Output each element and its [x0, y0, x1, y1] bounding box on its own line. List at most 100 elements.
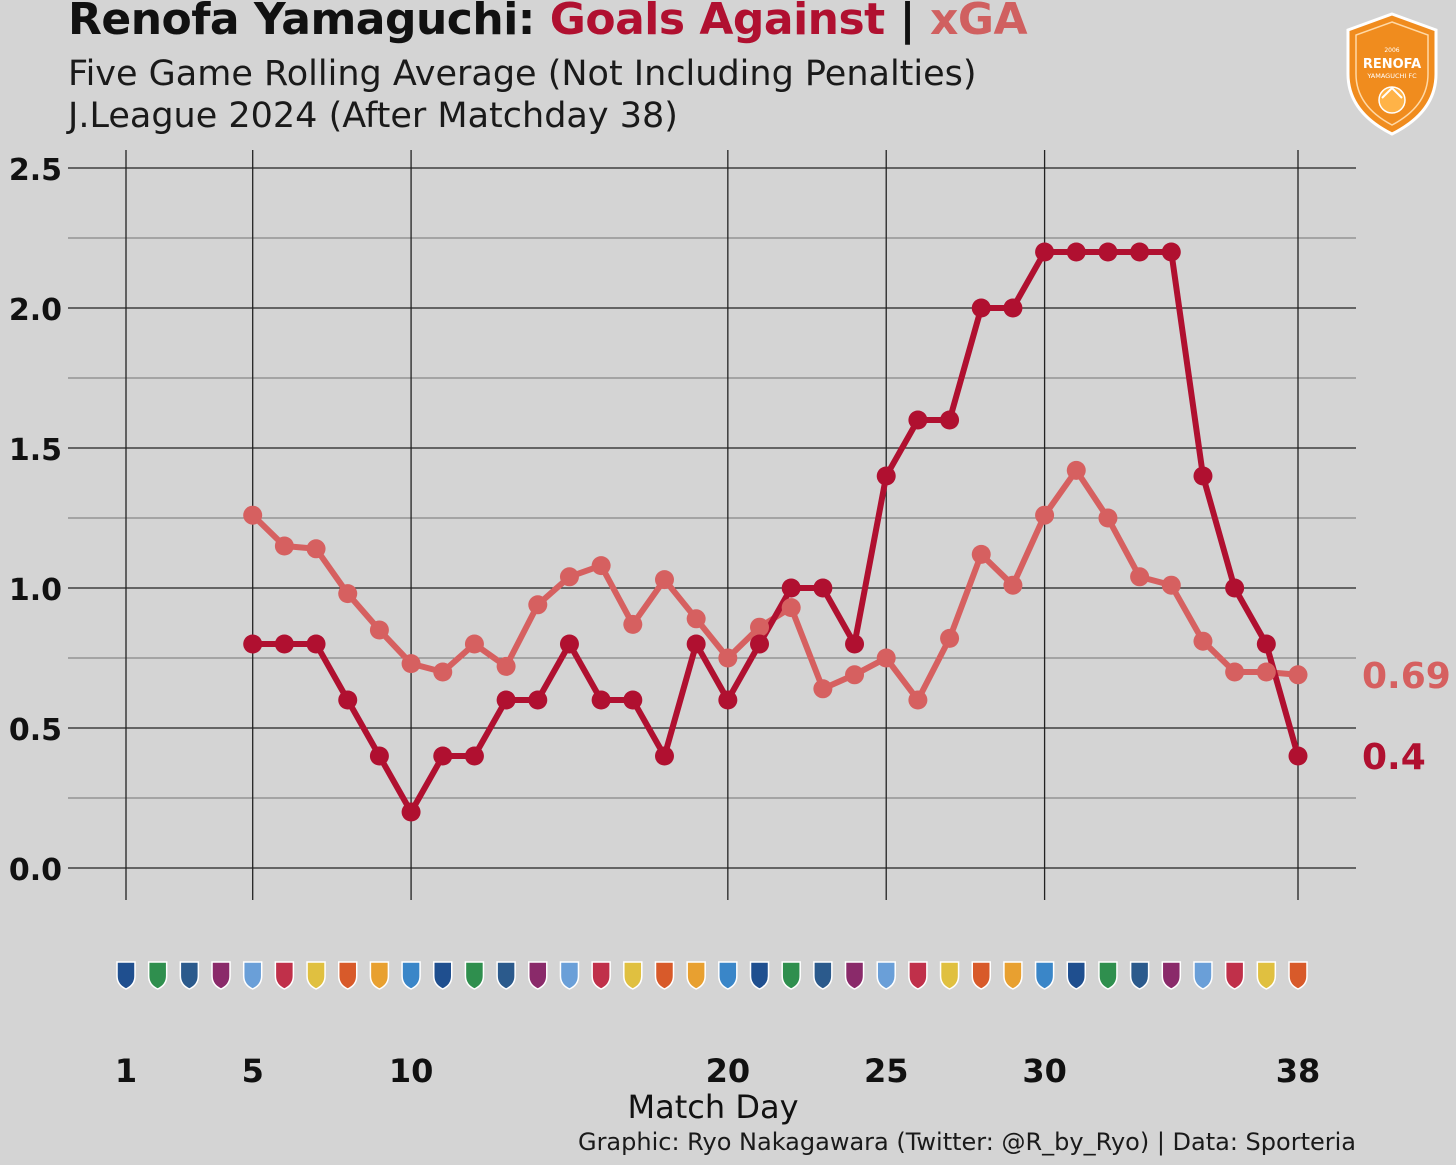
- end-label-goals-against: 0.4: [1362, 737, 1426, 778]
- badge-year: 2006: [1384, 47, 1399, 54]
- opponent-logo-icon: [306, 961, 326, 990]
- opponent-logo-icon: [781, 961, 801, 990]
- end-labels: 0.69 0.4: [1362, 656, 1451, 778]
- data-point-xga: [464, 634, 484, 654]
- y-tick-label: 0.5: [9, 713, 62, 748]
- data-point-goals-against: [1003, 298, 1023, 318]
- opponent-logo-icon: [147, 961, 168, 990]
- data-point-xga: [876, 648, 896, 668]
- data-point-xga: [1225, 662, 1245, 682]
- x-axis-label: Match Day: [627, 1088, 799, 1126]
- opponent-logo-icon: [813, 961, 833, 990]
- opponent-logo-icon: [654, 961, 675, 990]
- data-point-goals-against: [845, 634, 865, 654]
- data-point-goals-against: [401, 802, 421, 822]
- opponent-logo-icon: [749, 961, 770, 990]
- y-tick-label: 0.0: [9, 853, 62, 888]
- title-team: Renofa Yamaguchi:: [68, 0, 535, 45]
- opponent-logo-icon: [1193, 961, 1213, 990]
- series-lines: [250, 249, 1301, 815]
- opponent-logo-icon: [1034, 961, 1055, 990]
- data-point-xga: [813, 679, 833, 699]
- data-point-goals-against: [1288, 746, 1308, 766]
- data-point-goals-against: [369, 746, 389, 766]
- data-point-goals-against: [591, 690, 611, 710]
- data-point-goals-against: [908, 410, 928, 430]
- opponent-logo-icon: [179, 961, 200, 990]
- data-point-xga: [845, 665, 865, 685]
- title-separator: |: [899, 0, 916, 45]
- data-point-xga: [528, 595, 548, 615]
- data-point-xga: [971, 544, 991, 564]
- opponent-logo-icon: [844, 961, 865, 990]
- opponent-logo-icon: [116, 961, 136, 990]
- data-point-goals-against: [1130, 242, 1150, 262]
- opponent-logo-icon: [1003, 961, 1023, 990]
- x-tick-label: 30: [1022, 1052, 1067, 1090]
- opponent-logo-icon: [1256, 961, 1277, 990]
- opponent-logo-icon: [274, 961, 295, 990]
- data-point-goals-against: [971, 298, 991, 318]
- data-point-xga: [781, 598, 801, 618]
- x-tick-label: 20: [706, 1052, 751, 1090]
- opponent-logo-icon: [1161, 961, 1182, 990]
- chart-season: J.League 2024 (After Matchday 38): [68, 96, 678, 136]
- data-point-goals-against: [1098, 242, 1118, 262]
- opponent-logo-icon: [1098, 961, 1118, 990]
- data-point-xga: [908, 690, 928, 710]
- club-badge-logo: 2006 RENOFA YAMAGUCHI FC: [1346, 12, 1438, 136]
- opponent-logo-icon: [559, 961, 580, 990]
- badge-subtext: YAMAGUCHI FC: [1366, 72, 1417, 80]
- data-point-xga: [1098, 508, 1118, 528]
- data-point-xga: [496, 656, 516, 676]
- title-goals-against: Goals Against: [549, 0, 886, 45]
- data-point-goals-against: [1225, 578, 1245, 598]
- data-point-xga: [274, 536, 294, 556]
- opponent-logo-icon: [337, 961, 358, 990]
- data-point-goals-against: [433, 746, 453, 766]
- y-tick-label: 1.0: [9, 573, 62, 608]
- data-point-goals-against: [306, 634, 326, 654]
- data-point-xga: [243, 505, 263, 525]
- opponent-logo-icon: [528, 961, 548, 990]
- data-point-xga: [338, 584, 358, 604]
- data-point-xga: [654, 570, 674, 590]
- data-point-goals-against: [559, 634, 579, 654]
- opponent-logo-row: [116, 961, 1308, 990]
- data-point-xga: [686, 609, 706, 629]
- data-point-goals-against: [623, 690, 643, 710]
- opponent-logo-icon: [464, 961, 485, 990]
- y-tick-label: 1.5: [9, 433, 62, 468]
- data-point-goals-against: [496, 690, 516, 710]
- data-point-xga: [306, 539, 326, 559]
- data-point-goals-against: [718, 690, 738, 710]
- chart-subtitle: Five Game Rolling Average (Not Including…: [68, 54, 977, 94]
- data-point-goals-against: [750, 634, 770, 654]
- opponent-logo-icon: [971, 961, 991, 990]
- data-point-xga: [1193, 631, 1213, 651]
- data-point-xga: [1066, 460, 1086, 480]
- end-label-xga: 0.69: [1362, 656, 1451, 697]
- data-point-goals-against: [654, 746, 674, 766]
- data-point-xga: [591, 556, 611, 576]
- credit-line: Graphic: Ryo Nakagawara (Twitter: @R_by_…: [577, 1128, 1356, 1156]
- data-point-xga: [1003, 575, 1023, 595]
- opponent-logo-icon: [433, 961, 453, 990]
- opponent-logo-icon: [401, 961, 421, 990]
- data-point-goals-against: [338, 690, 358, 710]
- data-point-goals-against: [528, 690, 548, 710]
- x-tick-label: 1: [115, 1052, 137, 1090]
- data-point-xga: [718, 648, 738, 668]
- data-point-xga: [1256, 662, 1276, 682]
- opponent-logo-icon: [242, 961, 263, 990]
- data-point-xga: [559, 567, 579, 587]
- data-point-goals-against: [781, 578, 801, 598]
- opponent-logo-icon: [623, 961, 643, 990]
- series-points: [243, 242, 1308, 822]
- opponent-logo-icon: [1224, 961, 1245, 990]
- data-point-xga: [1288, 665, 1308, 685]
- data-point-goals-against: [1035, 242, 1055, 262]
- opponent-logo-icon: [211, 961, 231, 990]
- data-point-xga: [401, 654, 421, 674]
